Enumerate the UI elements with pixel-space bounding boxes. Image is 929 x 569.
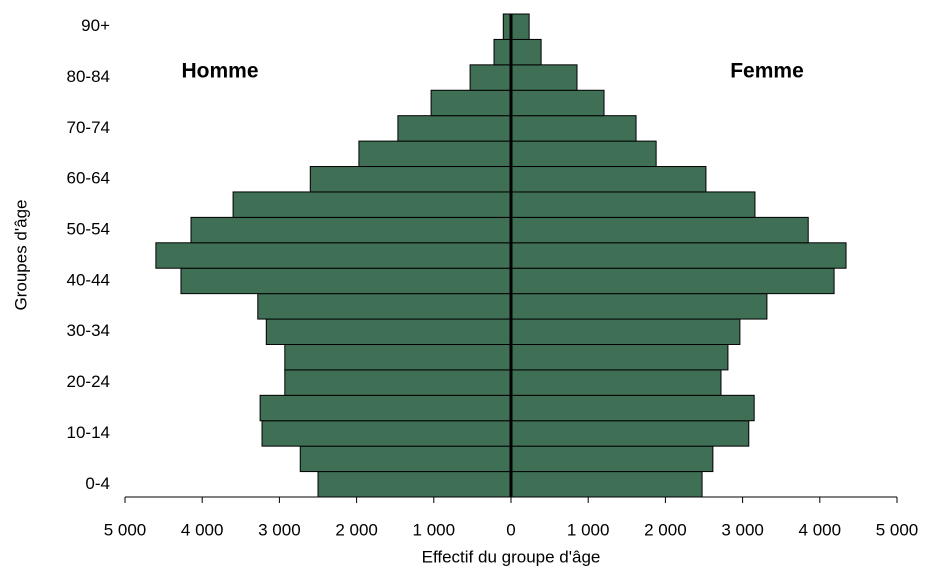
- bar: [469, 64, 512, 91]
- bar: [358, 140, 512, 168]
- bar: [510, 166, 707, 193]
- bar: [430, 89, 512, 117]
- bar: [510, 191, 756, 218]
- bar: [510, 394, 755, 422]
- bar: [309, 166, 512, 193]
- y-tick-label: 0-4: [85, 474, 110, 493]
- x-tick-label: 5 000: [876, 520, 919, 539]
- bar: [510, 471, 703, 498]
- bar: [510, 115, 637, 142]
- x-tick-label: 1 000: [567, 520, 610, 539]
- x-tick-label: 3 000: [721, 520, 764, 539]
- y-tick-label: 40-44: [67, 270, 110, 289]
- bar: [510, 293, 768, 320]
- bar: [510, 318, 741, 345]
- bar: [284, 369, 512, 396]
- bar: [510, 445, 714, 473]
- bar: [155, 242, 512, 269]
- bar: [493, 38, 512, 66]
- bar: [257, 293, 512, 320]
- y-tick-label: 90+: [81, 16, 110, 35]
- x-axis-label: Effectif du groupe d'âge: [422, 547, 601, 566]
- bar: [510, 64, 578, 91]
- bar: [180, 267, 512, 295]
- bar: [190, 216, 512, 244]
- x-tick-label: 2 000: [335, 520, 378, 539]
- bar: [299, 445, 512, 473]
- y-tick-label: 30-34: [67, 321, 110, 340]
- bar: [232, 191, 512, 218]
- y-tick-label: 80-84: [67, 67, 110, 86]
- x-tick-label: 4 000: [799, 520, 842, 539]
- x-tick-label: 1 000: [413, 520, 456, 539]
- bar: [284, 343, 512, 371]
- bar: [510, 369, 722, 396]
- y-tick-label: 20-24: [67, 372, 110, 391]
- x-tick-label: 2 000: [644, 520, 687, 539]
- bar: [510, 140, 657, 168]
- bar: [510, 38, 542, 66]
- x-tick-label: 4 000: [181, 520, 224, 539]
- bar: [261, 420, 512, 447]
- bar: [265, 318, 512, 345]
- female-label: Femme: [730, 60, 804, 83]
- bar: [510, 267, 835, 295]
- y-tick-label: 70-74: [67, 118, 110, 137]
- x-tick-label: 3 000: [258, 520, 301, 539]
- x-tick-label: 0: [506, 520, 515, 539]
- bar: [510, 242, 847, 269]
- y-tick-label: 10-14: [67, 423, 110, 442]
- y-tick-label: 50-54: [67, 220, 110, 239]
- bar: [259, 394, 512, 422]
- y-axis-label: Groupes d'âge: [11, 200, 30, 311]
- x-tick-label: 5 000: [104, 520, 147, 539]
- bar: [510, 343, 729, 371]
- bar: [510, 89, 605, 117]
- bar: [510, 420, 750, 447]
- bar: [397, 115, 512, 142]
- y-tick-label: 60-64: [67, 169, 110, 188]
- bar: [510, 13, 530, 40]
- bar: [510, 216, 809, 244]
- male-label: Homme: [181, 60, 258, 83]
- bar: [317, 471, 512, 498]
